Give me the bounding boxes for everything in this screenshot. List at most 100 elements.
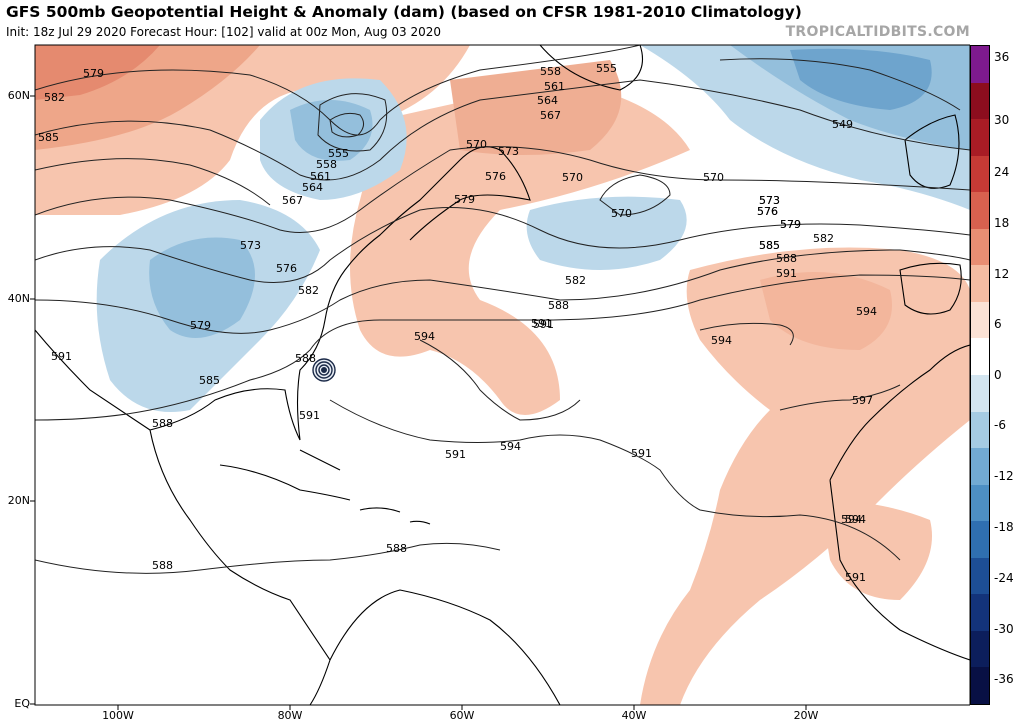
contour-label: 579 <box>780 218 801 231</box>
contour-label: 579 <box>190 319 211 332</box>
contour-label: 594 <box>500 440 521 453</box>
plot-frame <box>34 44 970 706</box>
colorbar-cell <box>971 521 989 559</box>
colorbar-label: -36 <box>994 672 1014 686</box>
contour-label: 576 <box>276 262 297 275</box>
contour-label: 588 <box>386 542 407 555</box>
colorbar-label: 12 <box>994 267 1010 281</box>
contour-label: 570 <box>611 207 632 220</box>
colorbar-cell <box>971 228 989 266</box>
contour-label: 591 <box>776 267 797 280</box>
contour-label: 570 <box>703 171 724 184</box>
contour-label: 558 <box>540 65 561 78</box>
contour-label: 594 <box>711 334 732 347</box>
axis-ticks <box>30 95 807 710</box>
contour-label: 594 <box>414 330 435 343</box>
colorbar-label: -24 <box>994 571 1014 585</box>
map-canvas: 579 582 585 555 558 561 564 567 570 573 … <box>30 44 970 710</box>
contour-label: 594 <box>845 513 866 526</box>
lon-label-20w: 20W <box>793 709 819 722</box>
colorbar-cell <box>971 594 989 632</box>
colorbar-label: 0 <box>994 368 1002 382</box>
colorbar-cell <box>971 630 989 668</box>
contour-label: 585 <box>38 131 59 144</box>
contour-label: 582 <box>565 274 586 287</box>
contour-label: 588 <box>548 299 569 312</box>
contour-label: 579 <box>454 193 475 206</box>
colorbar-label: 36 <box>994 50 1010 64</box>
colorbar-cell <box>971 557 989 595</box>
colorbar-label: 6 <box>994 317 1002 331</box>
colorbar-cell <box>971 301 989 339</box>
contour-label: 591 <box>533 318 554 331</box>
contour-label: 567 <box>282 194 303 207</box>
lon-label-60w: 60W <box>449 709 475 722</box>
contour-label: 567 <box>540 109 561 122</box>
contour-label: 588 <box>776 252 797 265</box>
height-contours <box>35 45 970 574</box>
contour-label: 591 <box>51 350 72 363</box>
colorbar-cell <box>971 667 989 705</box>
contour-label: 570 <box>466 138 487 151</box>
lon-label-100w: 100W <box>102 709 134 722</box>
contour-label: 591 <box>845 571 866 584</box>
contour-label: 558 <box>316 158 337 171</box>
contour-label: 549 <box>832 118 853 131</box>
tropical-cyclone-icon <box>312 358 336 382</box>
contour-label: 597 <box>852 394 873 407</box>
colorbar-cell <box>971 375 989 413</box>
contour-label: 588 <box>295 352 316 365</box>
lon-label-40w: 40W <box>621 709 647 722</box>
colorbar-label: -18 <box>994 520 1014 534</box>
colorbar-cell <box>971 411 989 449</box>
colorbar-cell <box>971 265 989 303</box>
lat-label-60n: 60N <box>7 89 30 102</box>
contour-label: 573 <box>498 145 519 158</box>
contour-labels: 579 582 585 555 558 561 564 567 570 573 … <box>38 62 877 584</box>
contour-label: 573 <box>240 239 261 252</box>
contour-label: 561 <box>310 170 331 183</box>
colorbar-cell <box>971 338 989 376</box>
contour-label: 585 <box>759 239 780 252</box>
colorbar-label: 30 <box>994 113 1010 127</box>
contour-label: 576 <box>757 205 778 218</box>
contour-label: 588 <box>152 417 173 430</box>
contour-label: 582 <box>44 91 65 104</box>
contour-label: 582 <box>813 232 834 245</box>
colorbar-cell <box>971 448 989 486</box>
contour-label: 579 <box>83 67 104 80</box>
colorbar-cell <box>971 155 989 193</box>
colorbar-label: -6 <box>994 418 1006 432</box>
negative-anomaly-shading <box>96 45 970 412</box>
chart-subtitle: Init: 18z Jul 29 2020 Forecast Hour: [10… <box>6 25 441 39</box>
contour-label: 579 <box>780 218 801 231</box>
contour-label: 570 <box>562 171 583 184</box>
contour-label: 573 <box>759 194 780 207</box>
contour-label: 582 <box>298 284 319 297</box>
contour-label: 591 <box>531 317 552 330</box>
contour-label: 555 <box>596 62 617 75</box>
contour-label: 576 <box>485 170 506 183</box>
contour-label: 594 <box>841 513 862 526</box>
contour-label: 561 <box>544 80 565 93</box>
contour-label: 576 <box>757 205 778 218</box>
contour-label: 564 <box>537 94 558 107</box>
brand-watermark: TROPICALTIDBITS.COM <box>785 24 970 40</box>
lat-label-eq: EQ <box>14 697 30 710</box>
contour-label: 585 <box>199 374 220 387</box>
colorbar-cell <box>971 119 989 157</box>
contour-label: 594 <box>856 305 877 318</box>
contour-label: 585 <box>759 239 780 252</box>
colorbar-cell <box>971 484 989 522</box>
colorbar-label: -30 <box>994 622 1014 636</box>
contour-label: 591 <box>299 409 320 422</box>
colorbar-label: 18 <box>994 216 1010 230</box>
contour-label: 591 <box>445 448 466 461</box>
colorbar <box>970 45 990 705</box>
lat-label-20n: 20N <box>7 494 30 507</box>
contour-label: 555 <box>328 147 349 160</box>
contour-label: 573 <box>759 194 780 207</box>
coastlines <box>35 45 970 705</box>
lat-label-40n: 40N <box>7 292 30 305</box>
colorbar-label: -12 <box>994 469 1014 483</box>
